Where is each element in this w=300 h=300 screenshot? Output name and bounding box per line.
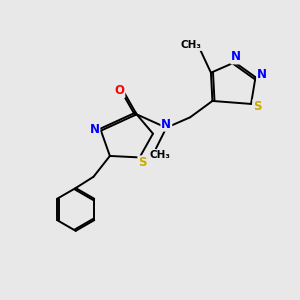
Text: CH₃: CH₃ [149,150,170,160]
Text: N: N [257,68,267,81]
Text: S: S [138,156,147,169]
Text: CH₃: CH₃ [181,40,202,50]
Text: N: N [89,123,99,136]
Text: O: O [114,84,124,97]
Text: S: S [253,100,262,113]
Text: N: N [161,118,171,130]
Text: N: N [231,50,241,64]
